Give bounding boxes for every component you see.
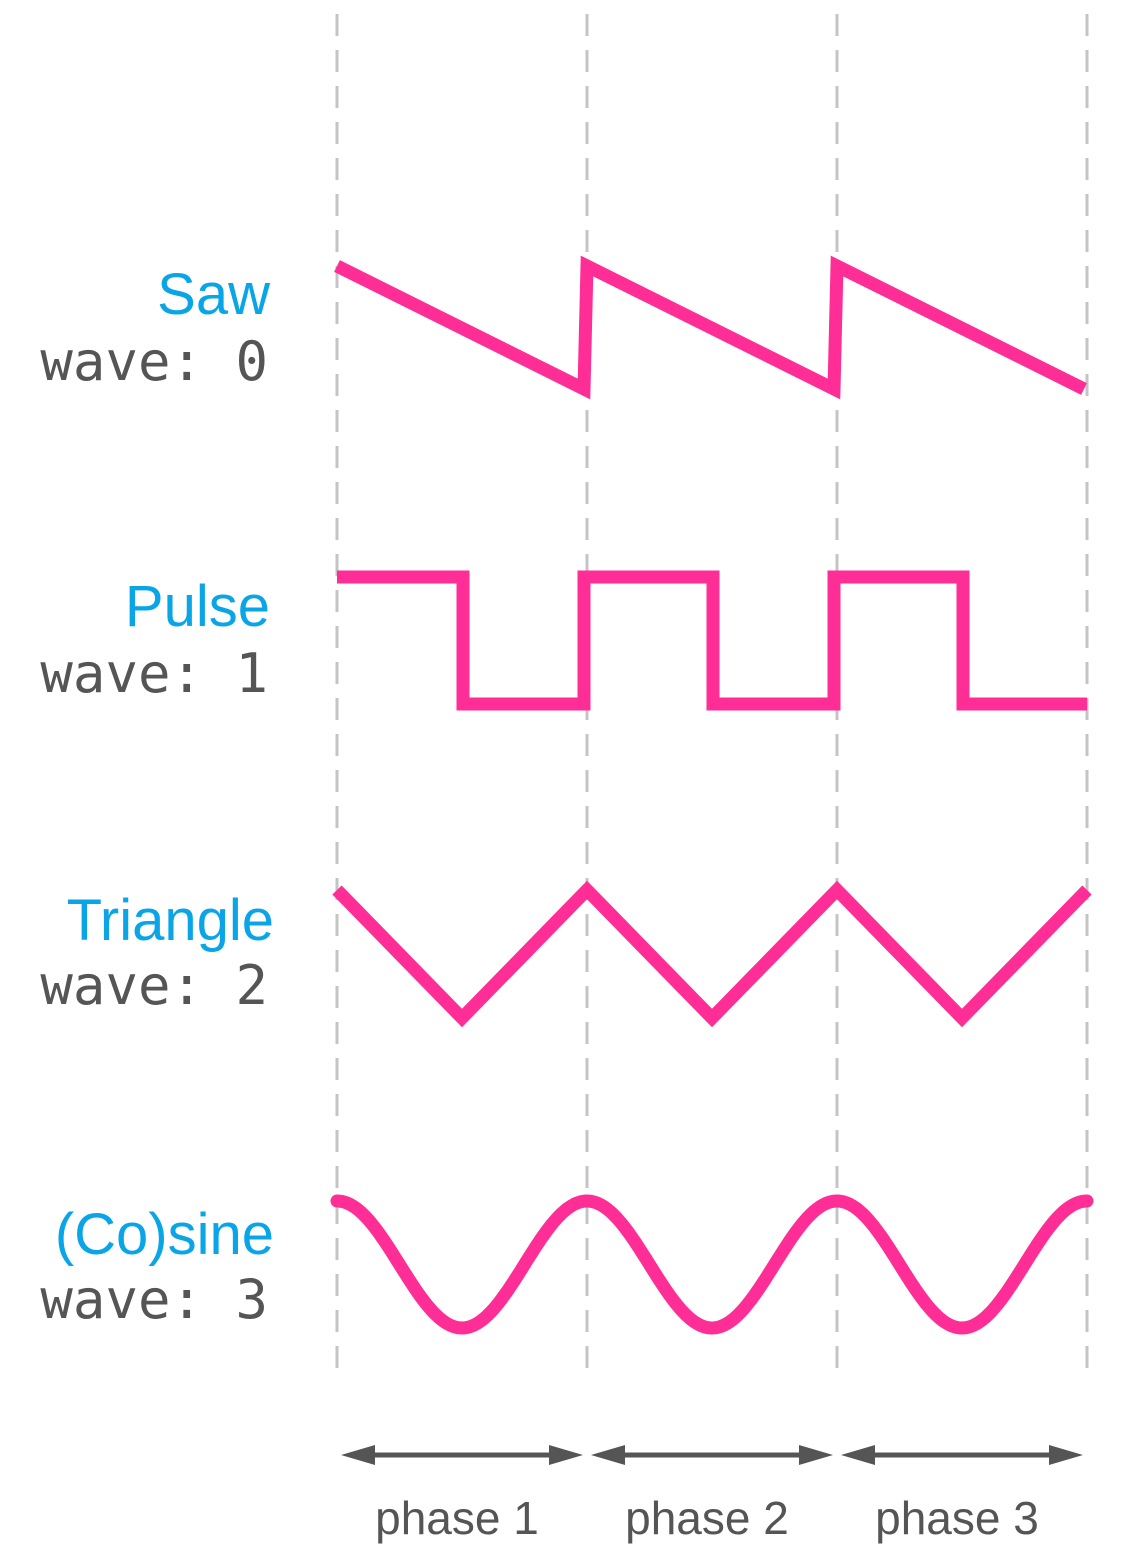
waveforms bbox=[330, 255, 1094, 1335]
phase-1-label: phase 1 bbox=[375, 1492, 539, 1544]
cosine-wave-path bbox=[330, 1194, 1094, 1335]
phase-3-label: phase 3 bbox=[875, 1492, 1039, 1544]
triangle-wave-path bbox=[332, 880, 1092, 1028]
saw-wave-name: Saw bbox=[157, 262, 271, 327]
phase-3-arrow bbox=[841, 1445, 1083, 1465]
phase-2-arrow bbox=[591, 1445, 833, 1465]
pulse-wave-name: Pulse bbox=[125, 574, 270, 639]
pulse-wave-path bbox=[337, 570, 1087, 711]
triangle-wave-code: wave: 2 bbox=[40, 954, 268, 1017]
cosine-wave-name: (Co)sine bbox=[55, 1202, 274, 1267]
cosine-wave-code: wave: 3 bbox=[40, 1268, 268, 1331]
saw-wave-path bbox=[334, 255, 1087, 400]
phase-arrows bbox=[341, 1445, 1083, 1465]
phase-2-label: phase 2 bbox=[625, 1492, 789, 1544]
triangle-wave-name: Triangle bbox=[67, 888, 274, 953]
phase-1-arrow bbox=[341, 1445, 583, 1465]
pulse-wave-code: wave: 1 bbox=[40, 642, 268, 705]
saw-wave-code: wave: 0 bbox=[40, 330, 268, 393]
